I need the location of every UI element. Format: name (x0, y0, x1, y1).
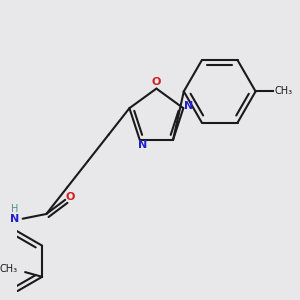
Text: CH₃: CH₃ (274, 86, 292, 96)
Text: H: H (11, 204, 19, 214)
Text: N: N (11, 214, 20, 224)
Text: CH₃: CH₃ (0, 264, 18, 274)
Text: O: O (65, 192, 75, 202)
Text: O: O (152, 77, 161, 87)
Text: N: N (184, 101, 194, 111)
Text: N: N (138, 140, 147, 150)
